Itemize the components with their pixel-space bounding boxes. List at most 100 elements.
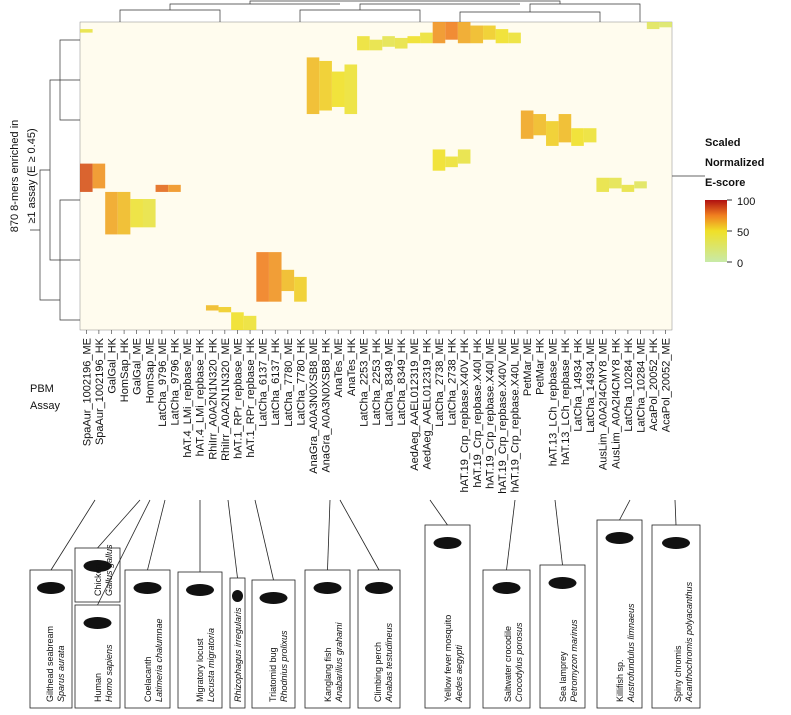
species-box: Gilthead seabream Sparus aurata — [29, 499, 96, 709]
scientific-name: Homo sapiens — [104, 644, 114, 702]
x-axis-label: PBM — [30, 383, 54, 395]
column-label: LatCha_9796_HK — [169, 337, 181, 425]
species-box: Rhizophagus irregularis — [227, 499, 246, 709]
heatmap-cell — [571, 128, 584, 146]
connector — [327, 499, 331, 571]
column-label: LatCha_2738_ME — [434, 338, 446, 427]
column-label: hAT.19_Crp_repbase.X40l_ME — [484, 338, 496, 489]
legend-title: Scaled — [705, 137, 740, 149]
heatmap-cell — [621, 184, 635, 192]
heatmap-cell — [306, 57, 320, 115]
connector — [227, 499, 238, 579]
heatmap-cell — [558, 114, 572, 143]
column-label: AnaTes_HK — [346, 337, 358, 396]
species-box: Yellow fever mosquito Aedes aegypti — [424, 499, 471, 709]
species-box: Chicken Gallus gallus — [74, 499, 141, 603]
species-box: Coelacanth Latimeria chalumnae — [124, 499, 171, 709]
heatmap-cell — [369, 39, 383, 51]
heatmap-cell — [218, 306, 232, 313]
column-label: LatCha_14934_HK — [573, 337, 585, 431]
connector — [619, 499, 631, 521]
species-box: Triatomid bug Rhodnius prolixus — [251, 499, 296, 709]
column-label: SpaAur_1002196_HK — [94, 337, 106, 445]
column-label: RhiIrr_A0A2N1N320_HK — [207, 337, 219, 459]
dendrogram — [30, 0, 641, 321]
column-label: AnaGra_A0A3N0XSB8_ME — [308, 338, 320, 474]
column-label: AnaTes_ME — [333, 338, 345, 397]
scientific-name: Anabas testudineus — [384, 622, 394, 703]
heatmap-cell — [281, 269, 295, 292]
heatmap-cell — [331, 71, 345, 107]
species-box: Migratory locust Locusta migratoria — [177, 500, 223, 709]
heatmap-cell — [634, 181, 647, 189]
column-label: LatCha_7780_ME — [283, 338, 295, 427]
common-name: Yellow fever mosquito — [443, 615, 453, 702]
connector — [506, 499, 516, 571]
column-label: PetMar_ME — [522, 338, 534, 396]
species-box: Spiny chromis Acanthochromis polyacanthus — [651, 499, 701, 709]
legend-tick-label: 0 — [737, 258, 743, 270]
column-label: GalGal_HK — [106, 337, 118, 393]
heatmap-cell — [382, 36, 395, 47]
column-label: AedAeg_AAEL012319_ME — [409, 338, 421, 471]
heatmap-cell — [256, 252, 269, 302]
silhouette — [133, 582, 162, 594]
species-box: Sea lamprey Petromyzon marinus — [539, 499, 586, 709]
column-label: LatCha_10284_HK — [623, 337, 635, 431]
heatmap-cell — [646, 22, 660, 30]
y-axis-label: 870 8-mers enriched in — [9, 120, 21, 233]
heatmap-cell — [546, 121, 559, 146]
heatmap-cell — [168, 184, 181, 192]
box — [424, 524, 471, 709]
heatmap-cell — [432, 149, 446, 171]
column-label: LatCha_6137_ME — [258, 338, 270, 427]
silhouette — [83, 560, 112, 572]
column-label: LatCha_14934_ME — [585, 338, 597, 433]
silhouette — [186, 584, 214, 596]
column-label: hAT.19_Crp_repbase.X40V_HK — [459, 337, 471, 492]
species-box: Saltwater crocodile Crocodylus porosus — [482, 499, 531, 709]
common-name: Coelacanth — [143, 656, 153, 702]
connector — [97, 499, 151, 606]
heatmap-cell — [483, 25, 496, 40]
common-name: Killifish sp. — [615, 659, 625, 702]
scientific-name: Sparus aurata — [56, 645, 66, 702]
column-label: AcaPol_20052_HK — [648, 337, 660, 431]
connector — [339, 499, 380, 571]
silhouette — [232, 590, 243, 602]
legend-tick-label: 50 — [737, 227, 749, 239]
column-label: AnaGra_A0A3N0XSB8_HK — [321, 337, 333, 472]
heatmap-cell — [583, 128, 597, 143]
heatmap-cell — [92, 163, 106, 189]
species-box: Killifish sp. Austrofundulus limnaeus — [596, 499, 643, 709]
heatmap-cell — [520, 110, 534, 139]
heatmap-cell — [420, 32, 433, 44]
legend-title: Normalized — [705, 157, 764, 169]
heatmap-cell — [142, 199, 156, 228]
heatmap-cell — [155, 184, 169, 192]
heatmap-cell — [470, 25, 484, 44]
species-box: Human Homo sapiens — [74, 499, 151, 709]
scientific-name: Petromyzon marinus — [569, 619, 579, 702]
heatmap-cell — [659, 22, 672, 28]
heatmap-cell — [457, 149, 471, 164]
column-label: AedAeg_AAEL012319_HK — [421, 337, 433, 469]
silhouette — [365, 582, 393, 594]
scientific-name: Rhizophagus irregularis — [233, 607, 243, 702]
heatmap-cell — [105, 191, 118, 235]
heatmap-cell — [130, 199, 143, 228]
silhouette — [492, 582, 521, 594]
column-label: AusLim_A0A2I4CMY8_HK — [610, 337, 622, 469]
common-name: Gilthead seabream — [45, 626, 55, 702]
scientific-name: Gallus gallus — [104, 544, 114, 596]
heatmap-cell — [596, 177, 610, 192]
legend-gradient — [705, 200, 727, 262]
scientific-name: Rhodnius prolixus — [279, 630, 289, 702]
heatmap-cell — [533, 114, 547, 136]
column-label: LatCha_2253_HK — [371, 337, 383, 425]
scientific-name: Crocodylus porosus — [514, 622, 524, 702]
heatmap-cell — [445, 156, 458, 168]
heatmap-cell — [609, 177, 622, 189]
column-label: AcaPol_20052_ME — [661, 338, 673, 432]
